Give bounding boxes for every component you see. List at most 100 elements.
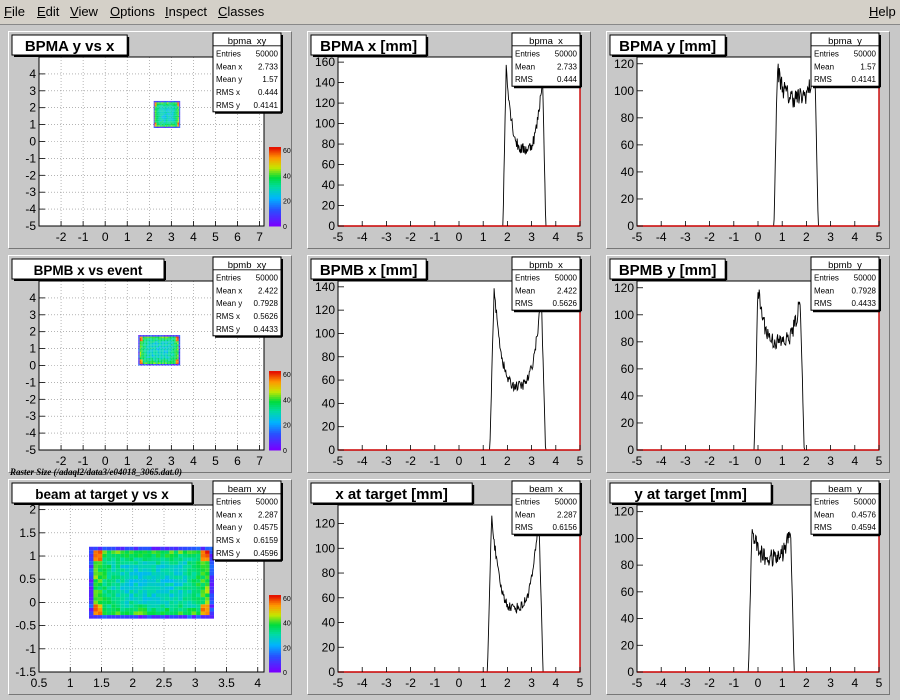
heatmap-cell bbox=[141, 345, 143, 348]
heatmap-cell bbox=[178, 114, 180, 116]
heatmap-cell bbox=[142, 611, 148, 616]
heatmap-cell bbox=[165, 342, 167, 345]
x-tick-label: 5 bbox=[212, 230, 219, 244]
heatmap-cell bbox=[176, 106, 178, 108]
heatmap-cell bbox=[174, 344, 176, 346]
stats-value: 2.733 bbox=[258, 62, 279, 71]
palette-tick: 20 bbox=[283, 423, 291, 430]
stats-label: Mean x bbox=[216, 62, 242, 71]
heatmap-cell bbox=[174, 115, 176, 118]
heatmap-cell bbox=[102, 550, 107, 554]
heatmap-cell bbox=[138, 553, 143, 558]
palette-bin bbox=[269, 400, 281, 404]
heatmap-cell bbox=[156, 119, 158, 122]
heatmap-cell bbox=[139, 356, 142, 358]
heatmap-cell bbox=[115, 550, 121, 554]
heatmap-cell bbox=[168, 360, 170, 363]
heatmap-cell bbox=[89, 575, 94, 580]
heatmap-cell bbox=[158, 106, 160, 108]
menu-file[interactable]: File bbox=[4, 4, 25, 19]
palette-tick: 40 bbox=[283, 173, 291, 180]
heatmap-cell bbox=[166, 106, 168, 108]
pad-bpma-y[interactable]: -5 -4 -3 -2 -1 0 1 2 3 4 5 0 20 40 60 80 100 120 BPMA y [m… bbox=[606, 31, 890, 249]
heatmap-cell bbox=[158, 122, 160, 124]
menu-inspect[interactable]: Inspect bbox=[165, 4, 207, 19]
heatmap-cell bbox=[150, 341, 152, 343]
root-canvas[interactable]: 0 20 40 60 -2 -1 0 1 2 3 4 5 6 7 -5 -4 -3 -2 -1 0 1 2 3 4 BPMA y… bbox=[0, 25, 900, 700]
palette-tick: 40 bbox=[283, 397, 291, 404]
pad-bpmb-x[interactable]: -5 -4 -3 -2 -1 0 1 2 3 4 5 0 20 40 60 80 100 120 140 BPMB x… bbox=[307, 255, 591, 473]
menu-edit[interactable]: Edit bbox=[37, 4, 60, 19]
heatmap-cell bbox=[172, 362, 175, 364]
palette-bin bbox=[269, 656, 281, 660]
menu-options[interactable]: Options bbox=[110, 4, 155, 19]
heatmap-cell bbox=[205, 553, 210, 558]
pad-beam-x[interactable]: -5 -4 -3 -2 -1 0 1 2 3 4 5 0 20 40 60 80 100 120 x at targ… bbox=[307, 479, 591, 695]
x-tick-label: 4 bbox=[851, 454, 858, 468]
heatmap-cell bbox=[155, 607, 161, 612]
heatmap-cell bbox=[97, 582, 103, 587]
heatmap-cell bbox=[166, 357, 169, 360]
heatmap-cell bbox=[167, 126, 169, 128]
heatmap-cell bbox=[196, 600, 201, 605]
y-tick-label: 0 bbox=[627, 665, 634, 679]
stats-label: Mean bbox=[814, 286, 834, 295]
heatmap-cell bbox=[153, 359, 155, 361]
heatmap-cell bbox=[156, 351, 158, 354]
heatmap-cell bbox=[168, 347, 170, 349]
heatmap-cell bbox=[169, 351, 172, 354]
heatmap-cell bbox=[157, 107, 159, 110]
heatmap-cell bbox=[148, 336, 151, 339]
heatmap-cell bbox=[120, 546, 125, 551]
pad-bpmb-xy[interactable]: 0 20 40 60 -2 -1 0 1 2 3 4 5 6 7 -5 -4 -3 -2 -1 0 1 2 3 4 BPMB x… bbox=[8, 255, 292, 473]
heatmap-cell bbox=[124, 589, 130, 594]
heatmap-cell bbox=[169, 350, 172, 352]
menu-classes[interactable]: Classes bbox=[218, 4, 265, 19]
heatmap-cell bbox=[139, 345, 142, 348]
heatmap-cell bbox=[93, 557, 98, 562]
heatmap-cell bbox=[164, 109, 166, 111]
heatmap-cell bbox=[163, 106, 165, 108]
x-tick-label: 2 bbox=[504, 230, 511, 244]
x-tick-label: 3 bbox=[528, 676, 535, 690]
menu-view[interactable]: View bbox=[70, 4, 98, 19]
pad-bpmb-y[interactable]: -5 -4 -3 -2 -1 0 1 2 3 4 5 0 20 40 60 80 100 120 BPMB y [m… bbox=[606, 255, 890, 473]
heatmap-cell bbox=[165, 121, 166, 123]
heatmap-cell bbox=[178, 550, 183, 554]
heatmap-cell bbox=[124, 557, 130, 562]
pad-beam-xy[interactable]: 0 20 40 60 0.5 1 1.5 2 2.5 3 3.5 4 -1.5 -1 -0.5 0 0.5 1 1.… bbox=[8, 479, 292, 695]
heatmap-cell bbox=[165, 114, 167, 116]
y-tick-label: 140 bbox=[315, 280, 335, 294]
heatmap-cell bbox=[147, 356, 149, 358]
heatmap-cell bbox=[165, 351, 167, 354]
palette-bin bbox=[269, 148, 281, 152]
pad-bpma-xy[interactable]: 0 20 40 60 -2 -1 0 1 2 3 4 5 6 7 -5 -4 -3 -2 -1 0 1 2 3 4 BPMA y… bbox=[8, 31, 292, 249]
heatmap-cell bbox=[138, 359, 140, 361]
palette-bin bbox=[269, 156, 281, 160]
chart-title: BPMB x [mm] bbox=[320, 262, 418, 279]
heatmap-cell bbox=[166, 125, 168, 127]
y-tick-label: 120 bbox=[315, 303, 335, 317]
heatmap-cell bbox=[168, 106, 170, 108]
heatmap-cell bbox=[171, 350, 173, 352]
heatmap-cell bbox=[160, 122, 162, 124]
heatmap-cell bbox=[148, 357, 151, 360]
heatmap-cell bbox=[172, 113, 174, 115]
heatmap-cell bbox=[176, 122, 178, 124]
heatmap-cell bbox=[175, 359, 178, 361]
heatmap-cell bbox=[138, 582, 143, 587]
x-tick-label: -3 bbox=[680, 454, 691, 468]
heatmap-cell bbox=[173, 575, 179, 580]
pad-bpma-x[interactable]: -5 -4 -3 -2 -1 0 1 2 3 4 5 0 20 40 60 80 100 120 140 160 BPM… bbox=[307, 31, 591, 249]
heatmap-cell bbox=[154, 354, 157, 357]
menu-help[interactable]: Help bbox=[869, 4, 896, 19]
heatmap-cell bbox=[163, 338, 166, 340]
heatmap-cell bbox=[168, 125, 170, 127]
palette-bin bbox=[269, 152, 281, 156]
heatmap-cell bbox=[145, 363, 148, 366]
pad-beam-y[interactable]: -5 -4 -3 -2 -1 0 1 2 3 4 5 0 20 40 60 80 100 120 y at targ… bbox=[606, 479, 890, 695]
heatmap-cell bbox=[159, 115, 161, 118]
heatmap-cell bbox=[169, 123, 171, 126]
heatmap-cell bbox=[106, 604, 112, 608]
heatmap-cell bbox=[175, 125, 177, 127]
